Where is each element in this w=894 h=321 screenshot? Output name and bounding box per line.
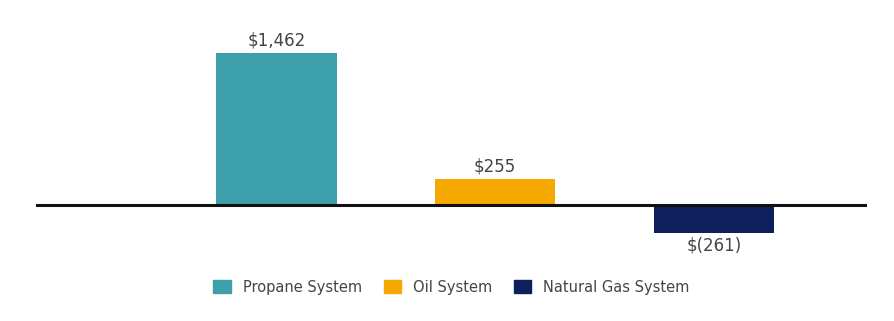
Bar: [435, 179, 555, 205]
Bar: [216, 53, 337, 205]
Text: $1,462: $1,462: [248, 31, 306, 49]
Text: $(261): $(261): [687, 237, 742, 255]
Bar: [654, 205, 774, 233]
Legend: Propane System, Oil System, Natural Gas System: Propane System, Oil System, Natural Gas …: [207, 274, 696, 300]
Text: $255: $255: [474, 158, 517, 176]
